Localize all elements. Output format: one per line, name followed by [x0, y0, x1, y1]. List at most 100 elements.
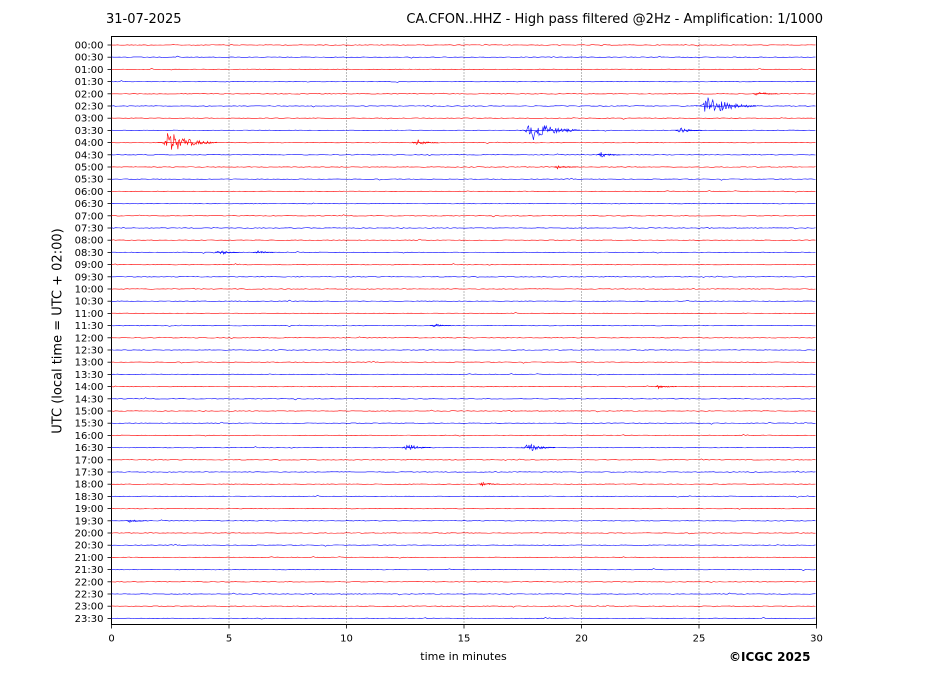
trace-row-2030	[111, 543, 816, 547]
x-tick-label: 5	[226, 634, 232, 645]
y-tick-label: 22:30	[75, 590, 104, 601]
y-tick-label: 04:30	[75, 150, 104, 161]
event-burst-9	[253, 250, 275, 254]
trace-row-1830	[111, 494, 816, 498]
trace-row-1100	[111, 311, 816, 315]
y-tick-label: 02:00	[75, 89, 104, 100]
y-tick-label: 10:00	[75, 285, 104, 296]
y-tick-label: 03:30	[75, 126, 104, 137]
trace-row-1000	[111, 287, 816, 290]
trace-row-0030	[111, 55, 816, 59]
trace-row-1030	[111, 299, 816, 302]
y-tick-label: 10:30	[75, 297, 104, 308]
trace-row-0130	[111, 80, 816, 83]
trace-row-0400	[111, 141, 816, 144]
y-tick-label: 20:30	[75, 541, 104, 552]
copyright-label: ©ICGC 2025	[729, 650, 811, 664]
trace-row-1600	[111, 434, 816, 437]
trace-row-1330	[111, 373, 816, 376]
y-tick-label: 06:30	[75, 199, 104, 210]
y-tick-label: 08:30	[75, 248, 104, 259]
event-burst-4	[157, 133, 218, 150]
trace-row-1130	[111, 324, 816, 327]
y-tick-label: 13:30	[75, 370, 104, 381]
trace-row-2230	[111, 592, 816, 596]
trace-row-1200	[111, 336, 816, 339]
event-burst-7	[554, 165, 577, 170]
y-tick-label: 17:00	[75, 455, 104, 466]
trace-row-1700	[111, 458, 816, 461]
event-burst-3	[675, 127, 703, 133]
trace-row-0900	[111, 263, 816, 266]
trace-row-0500	[111, 166, 816, 168]
trace-row-2330	[111, 617, 816, 620]
trace-row-1530	[111, 421, 816, 425]
event-burst-6	[596, 152, 621, 158]
y-tick-label: 07:00	[75, 211, 104, 222]
event-burst-14	[478, 481, 501, 487]
y-tick-label: 00:00	[75, 41, 104, 52]
y-tick-label: 20:00	[75, 529, 104, 540]
trace-row-0330	[111, 129, 816, 132]
trace-row-1230	[111, 349, 816, 351]
x-tick-label: 0	[108, 634, 114, 645]
y-tick-label: 18:00	[75, 480, 104, 491]
y-tick-label: 14:00	[75, 382, 104, 393]
y-tick-label: 12:00	[75, 333, 104, 344]
y-tick-label: 05:00	[75, 163, 104, 174]
y-tick-label: 23:30	[75, 614, 104, 625]
y-tick-label: 01:00	[75, 65, 104, 76]
event-burst-5	[412, 139, 439, 145]
trace-row-0600	[111, 190, 816, 193]
y-tick-label: 18:30	[75, 492, 104, 503]
trace-row-2200	[111, 580, 816, 583]
y-tick-label: 05:30	[75, 175, 104, 186]
x-tick-label: 10	[340, 634, 353, 645]
trace-row-2300	[111, 604, 816, 608]
trace-row-0700	[111, 214, 816, 218]
trace-row-0630	[111, 202, 816, 205]
event-burst-10	[429, 323, 451, 327]
event-burst-15	[126, 519, 148, 523]
x-axis-label: time in minutes	[420, 650, 507, 663]
y-tick-label: 21:30	[75, 565, 104, 576]
event-burst-11	[655, 385, 678, 390]
event-burst-0	[753, 92, 778, 96]
y-tick-label: 00:30	[75, 53, 104, 64]
event-burst-8	[215, 250, 239, 255]
y-tick-label: 03:00	[75, 114, 104, 125]
y-tick-label: 22:00	[75, 577, 104, 588]
trace-row-1730	[111, 470, 816, 473]
trace-row-1430	[111, 397, 816, 401]
event-burst-2	[519, 124, 580, 141]
y-tick-label: 21:00	[75, 553, 104, 564]
y-tick-label: 13:00	[75, 358, 104, 369]
trace-row-1500	[111, 409, 816, 413]
y-tick-label: 07:30	[75, 224, 104, 235]
trace-row-1300	[111, 360, 816, 364]
x-tick-label: 20	[575, 634, 588, 645]
trace-row-2000	[111, 532, 816, 535]
y-tick-label: 23:00	[75, 602, 104, 613]
trace-row-0430	[111, 153, 816, 156]
x-tick-label: 15	[458, 634, 471, 645]
y-tick-label: 16:30	[75, 443, 104, 454]
event-burst-13	[521, 443, 556, 452]
trace-row-0100	[111, 68, 816, 71]
y-tick-label: 08:00	[75, 236, 104, 247]
y-tick-label: 09:30	[75, 272, 104, 283]
y-tick-label: 16:00	[75, 431, 104, 442]
trace-row-1630	[111, 446, 816, 449]
x-tick-label: 30	[810, 634, 823, 645]
y-tick-label: 11:30	[75, 321, 104, 332]
y-tick-label: 04:00	[75, 138, 104, 149]
y-tick-label: 15:00	[75, 407, 104, 418]
y-tick-label: 19:30	[75, 516, 104, 527]
chart-title: CA.CFON..HHZ - High pass filtered @2Hz -…	[406, 12, 823, 27]
y-axis-label: UTC (local time = UTC + 02:00)	[50, 228, 66, 434]
trace-row-0530	[111, 177, 816, 181]
y-tick-label: 01:30	[75, 77, 104, 88]
y-tick-label: 11:00	[75, 309, 104, 320]
trace-row-0730	[111, 226, 816, 230]
